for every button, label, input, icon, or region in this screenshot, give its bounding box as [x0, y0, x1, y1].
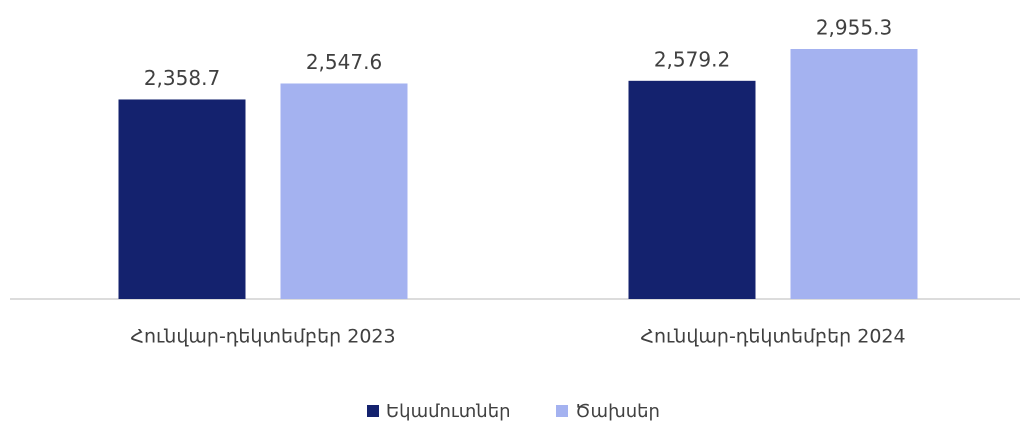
data-label: 2,547.6 [306, 50, 382, 74]
bar [118, 99, 246, 299]
x-tick-label: Հունվար-դեկտեմբեր 2024 [640, 326, 905, 348]
bar [628, 80, 756, 299]
legend-label: Ծախսեր [575, 401, 660, 422]
data-label: 2,358.7 [144, 66, 220, 90]
legend-label: Եկամուտներ [386, 401, 511, 422]
data-label: 2,579.2 [654, 47, 730, 71]
bar [790, 49, 918, 299]
x-tick-label: Հունվար-դեկտեմբեր 2023 [130, 326, 395, 348]
data-label: 2,955.3 [816, 16, 892, 40]
legend-swatch [556, 405, 568, 417]
legend-swatch [367, 405, 379, 417]
bar [280, 83, 408, 299]
